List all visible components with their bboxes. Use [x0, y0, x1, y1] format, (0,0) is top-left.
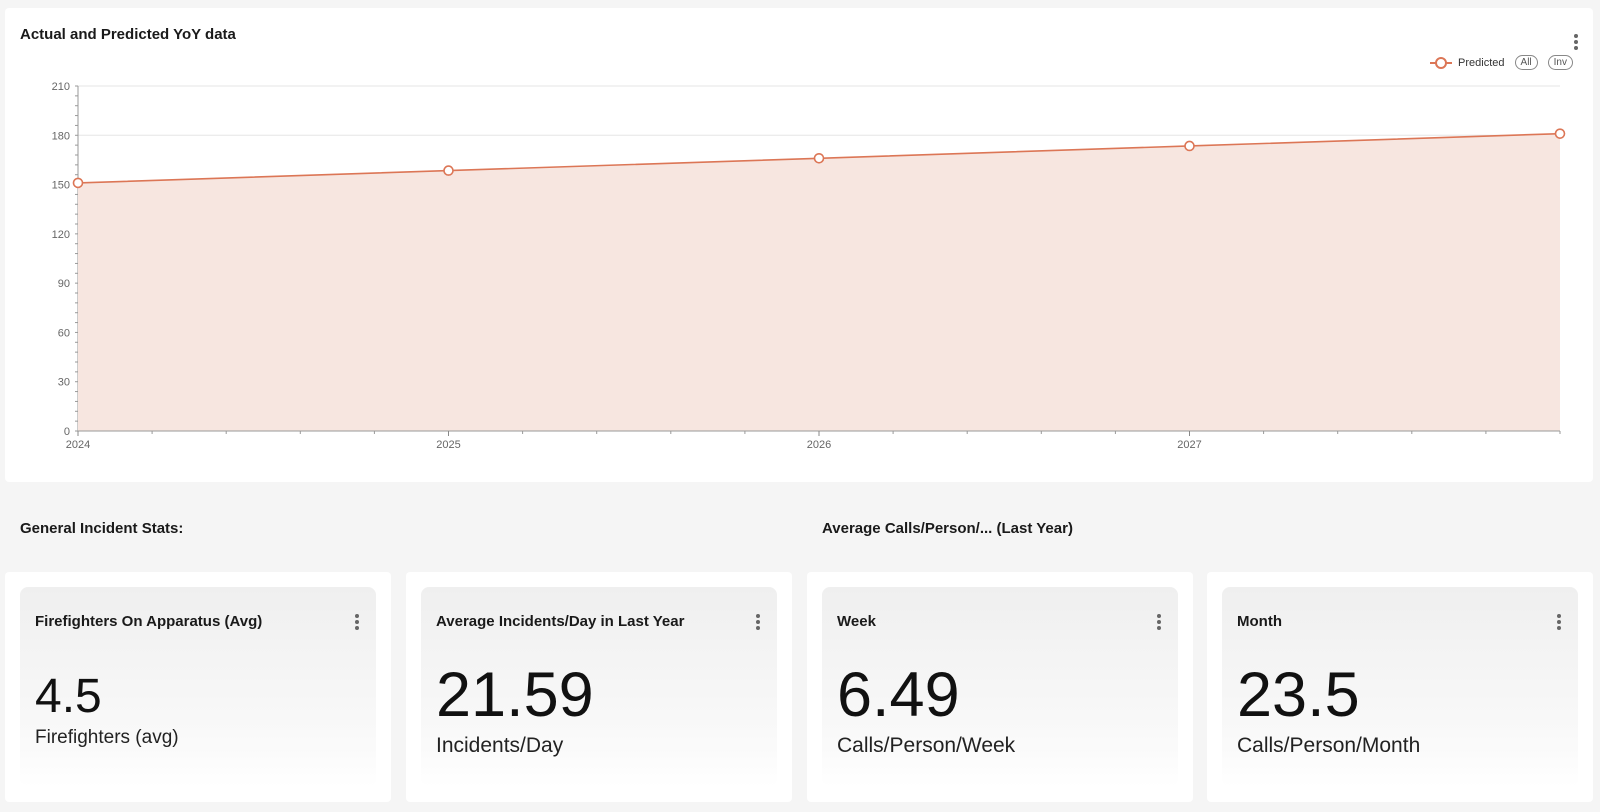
data-point [1184, 140, 1195, 152]
y-tick-label: 120 [52, 229, 70, 241]
stat-title: Week [837, 613, 876, 630]
stat-value: 21.59 [436, 660, 594, 730]
stat-value: 23.5 [1237, 660, 1360, 730]
y-tick-label: 180 [52, 130, 70, 142]
series-area-predicted [78, 133, 1560, 431]
legend-label: Predicted [1458, 56, 1505, 69]
stat-card-week: Week 6.49 Calls/Person/Week [807, 572, 1193, 802]
general-stats-heading: General Incident Stats: [20, 520, 184, 537]
stat-unit: Incidents/Day [436, 734, 564, 757]
legend-all-button[interactable]: All [1514, 55, 1538, 70]
legend-marker-icon [1430, 56, 1453, 70]
data-point [813, 152, 825, 164]
stat-unit: Firefighters (avg) [35, 727, 179, 748]
data-point [1554, 128, 1566, 139]
stat-menu-icon[interactable] [1554, 612, 1564, 632]
x-tick-label: 2025 [436, 439, 460, 451]
stat-unit: Calls/Person/Week [837, 734, 1016, 757]
stat-title: Firefighters On Apparatus (Avg) [35, 613, 263, 630]
stat-card-firefighters: Firefighters On Apparatus (Avg) 4.5 Fire… [5, 572, 391, 802]
stat-value: 6.49 [837, 660, 960, 730]
chart-title: Actual and Predicted YoY data [20, 26, 236, 43]
x-tick-label: 2024 [66, 439, 90, 451]
y-tick-label: 210 [52, 81, 70, 93]
stat-card-incidents-per-day: Average Incidents/Day in Last Year 21.59… [406, 572, 792, 802]
y-tick-label: 30 [58, 377, 70, 389]
stat-value: 4.5 [35, 670, 102, 723]
stat-card-month: Month 23.5 Calls/Person/Month [1207, 572, 1593, 802]
stat-title: Month [1237, 613, 1282, 630]
yoy-chart-card: 0 30 60 90 120 150 180 210 2024 2025 2026 2027 Actu… [5, 8, 1593, 482]
stat-menu-icon[interactable] [1154, 612, 1164, 632]
yoy-chart: 0 30 60 90 120 150 180 210 2024 2025 2026 2027 [52, 81, 1566, 451]
chart-legend: Predicted All Inv [1430, 55, 1573, 70]
legend-item-predicted[interactable]: Predicted [1430, 56, 1505, 70]
y-tick-label: 0 [64, 426, 70, 438]
x-tick-label: 2026 [807, 439, 831, 451]
y-tick-label: 150 [52, 180, 70, 192]
stat-menu-icon[interactable] [753, 612, 763, 632]
stat-unit: Calls/Person/Month [1237, 734, 1421, 757]
legend-inverse-button[interactable]: Inv [1547, 55, 1573, 70]
data-point [443, 165, 454, 176]
stat-title: Average Incidents/Day in Last Year [436, 613, 685, 630]
data-point [72, 177, 84, 189]
average-calls-heading: Average Calls/Person/... (Last Year) [822, 520, 1073, 537]
stat-menu-icon[interactable] [352, 612, 362, 632]
chart-menu-icon[interactable] [1571, 32, 1581, 52]
y-tick-label: 60 [58, 327, 70, 339]
y-tick-label: 90 [58, 278, 70, 290]
x-tick-label: 2027 [1177, 439, 1201, 451]
